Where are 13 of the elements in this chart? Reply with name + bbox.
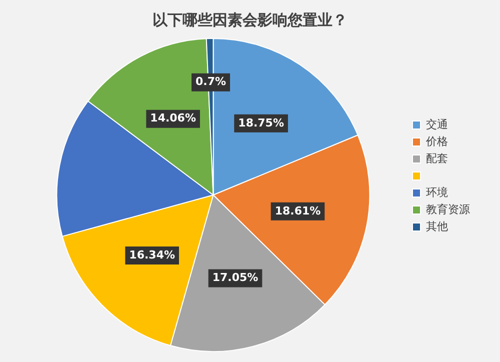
legend-label: 价格	[425, 136, 448, 148]
data-label: 17.05%	[212, 271, 258, 284]
data-label: 16.34%	[129, 248, 175, 262]
data-label: 14.06%	[150, 112, 196, 125]
legend-label: 交通	[426, 118, 448, 132]
chart-title: 以下哪些因素会影响您置业？	[152, 10, 348, 29]
data-label: 0.7%	[196, 75, 226, 88]
legend-label: 环境	[426, 186, 448, 200]
data-label: 18.61%	[274, 204, 321, 218]
data-label: 18.75%	[238, 116, 284, 130]
legend-label: 教育资源	[426, 203, 470, 216]
legend-label: 其他	[426, 220, 448, 234]
legend-label: 配套	[426, 153, 448, 166]
